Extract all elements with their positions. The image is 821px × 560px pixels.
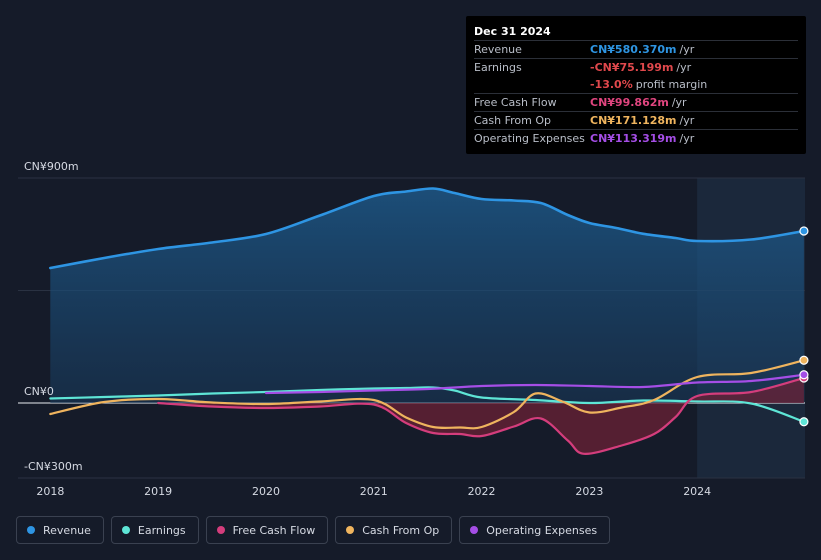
legend-label: Revenue	[43, 523, 91, 537]
tooltip-row-label: Cash From Op	[474, 114, 552, 127]
revenue-line	[49, 187, 806, 270]
legend-dot-icon	[216, 526, 225, 534]
operating-expenses-end-point	[799, 370, 809, 380]
cash-from-op-line	[49, 359, 805, 430]
y-label-zero: CN¥0	[24, 385, 54, 398]
tooltip-row-label: Free Cash Flow	[474, 96, 557, 109]
tooltip-row-value: CN¥580.370m	[590, 43, 677, 56]
legend-label: Cash From Op	[362, 523, 440, 537]
legend-dot-icon	[27, 526, 35, 534]
tooltip-row: -13.0% profit margin	[474, 76, 798, 93]
revenue-area	[50, 188, 804, 403]
tooltip-row-unit: /yr	[676, 61, 692, 74]
legend-item-earnings[interactable]: Earnings	[110, 516, 199, 544]
tooltip-row-unit: /yr	[679, 43, 695, 56]
x-tick-label: 2023	[575, 485, 603, 498]
x-tick-label: 2021	[360, 485, 388, 498]
tooltip-row-value: CN¥113.319m	[590, 132, 677, 145]
tooltip-panel: Dec 31 2024 Revenue CN¥580.370m/yr Earning…	[466, 16, 806, 154]
legend-label: Free Cash Flow	[232, 523, 316, 537]
free-cash-flow-area	[158, 378, 804, 454]
legend-item-free-cash-flow[interactable]: Free Cash Flow	[205, 516, 329, 544]
operating-expenses-line	[264, 373, 805, 395]
legend-dot-icon	[470, 526, 479, 534]
tooltip-row-value: -CN¥75.199m	[590, 61, 674, 74]
legend-label: Earnings	[137, 523, 186, 537]
free-cash-flow-line	[157, 376, 805, 455]
tooltip-row-label	[474, 76, 590, 93]
tooltip-row-unit: profit margin	[635, 78, 708, 91]
x-tick-label: 2022	[468, 485, 496, 498]
tooltip-row-label: Earnings	[474, 61, 522, 74]
revenue-end-point	[799, 226, 809, 236]
tooltip-row: Revenue CN¥580.370m/yr	[474, 40, 798, 58]
tooltip-row: Earnings -CN¥75.199m/yr	[474, 58, 798, 76]
x-tick-label: 2020	[252, 485, 280, 498]
tooltip-row: Cash From Op CN¥171.128m/yr	[474, 111, 798, 129]
tooltip-row-unit: /yr	[679, 114, 695, 127]
legend-item-operating-expenses[interactable]: Operating Expenses	[459, 516, 611, 544]
x-tick-label: 2019	[144, 485, 172, 498]
legend: Revenue Earnings Free Cash Flow Cash From O…	[16, 516, 611, 546]
tooltip-row-unit: /yr	[679, 132, 695, 145]
tooltip-row-unit: /yr	[671, 96, 687, 109]
legend-dot-icon	[121, 526, 130, 534]
tooltip-row-value: -13.0%	[590, 78, 633, 91]
x-tick-label: 2024	[683, 485, 711, 498]
tooltip-row-value: CN¥171.128m	[590, 114, 677, 127]
legend-dot-icon	[346, 526, 355, 534]
legend-item-cash-from-op[interactable]: Cash From Op	[335, 516, 453, 544]
legend-label: Operating Expenses	[486, 523, 598, 537]
tooltip-row-label: Revenue	[474, 43, 522, 56]
financials-chart: CN¥900m CN¥0 -CN¥300m 2018 2019 2020 2021 20…	[18, 160, 809, 498]
cash-from-op-end-point	[799, 355, 809, 365]
tooltip-row: Free Cash Flow CN¥99.862m/yr	[474, 93, 798, 111]
tooltip-row-value: CN¥99.862m	[590, 96, 669, 109]
y-label-top: CN¥900m	[24, 160, 79, 173]
earnings-end-point	[799, 417, 809, 427]
tooltip-row-label: Operating Expenses	[474, 132, 585, 145]
legend-item-revenue[interactable]: Revenue	[16, 516, 104, 544]
earnings-line	[49, 386, 805, 423]
tooltip-date: Dec 31 2024	[474, 25, 551, 38]
x-tick-label: 2018	[36, 485, 64, 498]
tooltip-row: Operating Expenses CN¥113.319m/yr	[474, 129, 798, 147]
y-label-bottom: -CN¥300m	[24, 460, 83, 473]
